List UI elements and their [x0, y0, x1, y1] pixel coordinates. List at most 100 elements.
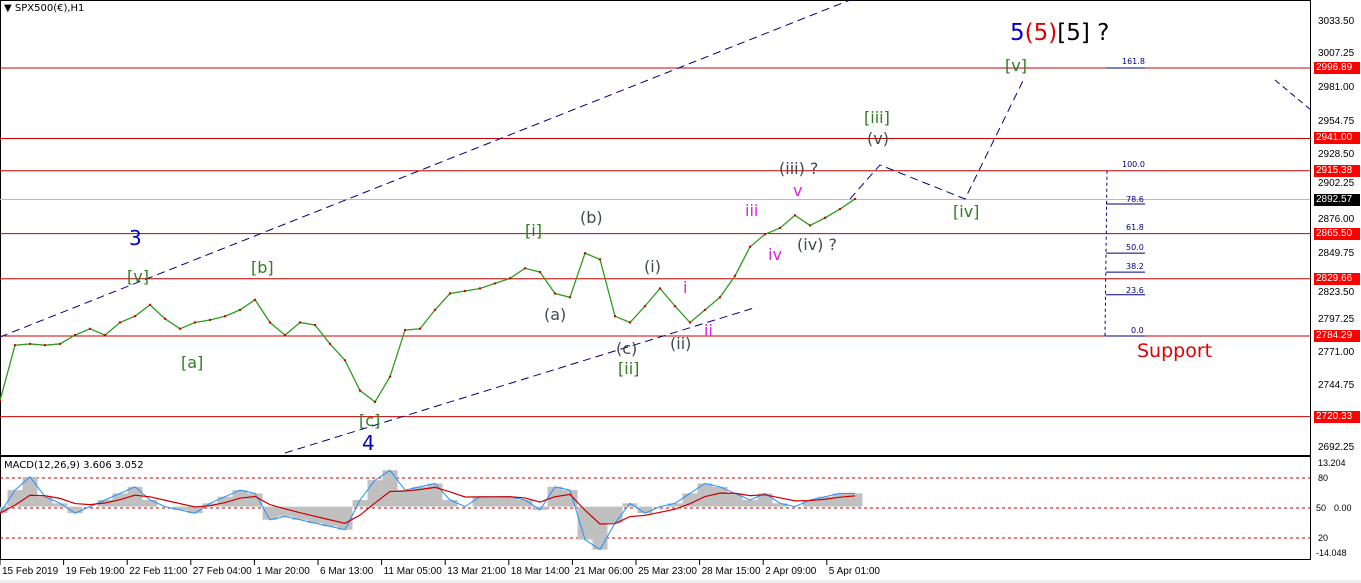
price-point	[283, 333, 287, 337]
macd-histogram-bar	[847, 493, 863, 507]
price-point	[88, 327, 92, 331]
macd-tick: 0.00	[1334, 503, 1352, 513]
time-tick: 2 Apr 09:00	[765, 566, 817, 577]
price-point	[118, 321, 122, 324]
price-point	[478, 287, 482, 290]
macd-histogram-bar	[802, 500, 818, 507]
macd-histogram-bar	[697, 483, 713, 507]
fib-label: 100.0	[1122, 160, 1145, 169]
time-tick: 27 Feb 04:00	[192, 566, 252, 577]
wave-label: (iii) ?	[779, 159, 819, 178]
macd-histogram-bar	[412, 486, 428, 507]
price-point	[583, 251, 587, 255]
time-tick: 5 Apr 01:00	[828, 566, 880, 577]
wave-label: (a)	[544, 305, 567, 324]
time-tick: 15 Feb 2019	[2, 566, 59, 577]
price-point	[28, 342, 32, 346]
macd-histogram-bar	[172, 506, 188, 510]
price-point	[13, 343, 17, 347]
wave-label: iv	[768, 245, 782, 264]
wave-label: [i]	[525, 221, 542, 240]
symbol-title[interactable]: ▼ SPX500(€),H1	[4, 3, 85, 14]
wave-label: [a]	[181, 353, 204, 372]
price-point	[808, 224, 812, 227]
macd-histogram-bar	[592, 506, 608, 550]
time-tick: 21 Mar 06:00	[574, 566, 634, 577]
macd-histogram-bar	[322, 506, 338, 527]
price-point	[418, 327, 422, 331]
time-tick: 25 Mar 23:00	[638, 566, 697, 577]
macd-tick: 50	[1316, 503, 1327, 513]
price-point	[748, 245, 752, 249]
price-point	[238, 308, 242, 312]
wave-label: iii	[745, 201, 759, 220]
wave-label: [b]	[251, 258, 274, 277]
current-price-tag: 2892.57	[1314, 194, 1360, 206]
price-pane[interactable]	[0, 0, 1311, 456]
fib-label: 78.6	[1126, 195, 1144, 204]
macd-histogram-bar	[502, 496, 518, 507]
wave-label: [c]	[359, 411, 381, 430]
price-point	[658, 287, 662, 290]
macd-tick: 13.204	[1318, 458, 1346, 468]
price-point	[103, 333, 107, 337]
price-point	[703, 308, 707, 312]
macd-tick: -14.048	[1316, 548, 1347, 558]
macd-histogram-bar	[487, 496, 503, 507]
trend-line	[1274, 79, 1312, 111]
price-point	[838, 207, 842, 211]
macd-histogram-bar	[742, 500, 758, 507]
price-point	[358, 389, 362, 392]
macd-histogram-bar	[427, 483, 443, 507]
macd-histogram-bar	[337, 506, 353, 530]
wave-label: (v)	[867, 129, 889, 148]
wave-label: [iv]	[953, 202, 980, 221]
macd-tick: 80	[1318, 473, 1329, 483]
projection-path	[849, 76, 1026, 200]
macd-histogram-bar	[37, 496, 53, 507]
wave-label: (iv) ?	[797, 235, 837, 254]
macd-histogram-bar	[382, 470, 398, 507]
wave-label: i	[683, 278, 688, 297]
macd-histogram-bar	[67, 506, 83, 514]
wave-label: (i)	[644, 257, 661, 276]
price-tick: 2692.25	[1318, 442, 1355, 453]
wave-label: 4	[362, 431, 375, 455]
channel-upper-line	[0, 0, 851, 338]
macd-histogram-bar	[772, 503, 788, 507]
price-point	[58, 342, 62, 346]
price-point	[628, 321, 632, 324]
price-series-line	[0, 198, 856, 403]
price-point	[823, 216, 827, 220]
price-point	[433, 308, 437, 312]
macd-histogram-bar	[517, 500, 533, 507]
macd-histogram-bar	[562, 490, 578, 507]
price-point	[0, 399, 2, 402]
fib-label: 161.8	[1122, 57, 1145, 66]
macd-histogram-bar	[307, 506, 323, 524]
price-tick: 3007.25	[1318, 48, 1355, 59]
price-point	[763, 233, 767, 236]
time-tick: 22 Feb 11:00	[129, 566, 188, 577]
wave-label: v	[793, 181, 803, 200]
price-point	[463, 289, 467, 293]
time-tick: 28 Mar 15:00	[701, 566, 761, 577]
price-point	[553, 292, 557, 295]
price-point	[778, 226, 782, 230]
price-tick: 3033.50	[1318, 16, 1355, 27]
macd-histogram-bar	[52, 503, 68, 507]
time-tick: 1 Mar 20:00	[256, 566, 310, 577]
macd-histogram-bar	[622, 503, 638, 507]
time-tick: 19 Feb 19:00	[65, 566, 125, 577]
triangle-down-icon[interactable]: ▼	[4, 3, 15, 14]
price-point	[493, 282, 497, 285]
price-point	[733, 274, 737, 278]
price-point	[688, 321, 692, 324]
macd-line	[0, 469, 855, 551]
macd-histogram-bar	[397, 490, 413, 507]
signal-line	[0, 486, 856, 525]
macd-histogram-bar	[22, 476, 38, 507]
level-price-tag: 2720.33	[1314, 411, 1360, 423]
